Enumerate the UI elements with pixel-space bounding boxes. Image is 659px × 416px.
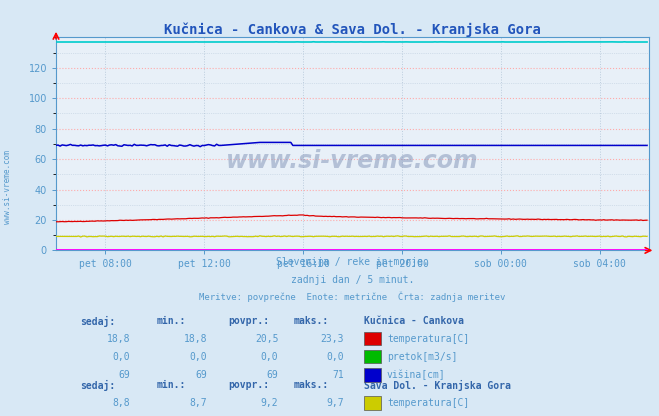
Text: Slovenija / reke in morje.: Slovenija / reke in morje. xyxy=(276,257,429,267)
Text: min.:: min.: xyxy=(157,316,186,326)
Text: 23,3: 23,3 xyxy=(320,334,344,344)
Text: min.:: min.: xyxy=(157,380,186,390)
Text: 69: 69 xyxy=(267,370,279,380)
Text: povpr.:: povpr.: xyxy=(228,380,269,390)
Text: Kučnica - Cankova: Kučnica - Cankova xyxy=(364,316,465,326)
Text: maks.:: maks.: xyxy=(293,316,328,326)
Text: 9,2: 9,2 xyxy=(261,399,279,409)
Text: zadnji dan / 5 minut.: zadnji dan / 5 minut. xyxy=(291,275,415,285)
FancyBboxPatch shape xyxy=(364,414,381,416)
Text: 20,5: 20,5 xyxy=(255,334,279,344)
FancyBboxPatch shape xyxy=(364,396,381,410)
Text: pretok[m3/s]: pretok[m3/s] xyxy=(387,352,457,362)
Text: 69: 69 xyxy=(119,370,130,380)
Text: temperatura[C]: temperatura[C] xyxy=(387,399,469,409)
Text: 18,8: 18,8 xyxy=(107,334,130,344)
FancyBboxPatch shape xyxy=(364,350,381,364)
Text: temperatura[C]: temperatura[C] xyxy=(387,334,469,344)
FancyBboxPatch shape xyxy=(364,368,381,381)
Text: sedaj:: sedaj: xyxy=(80,316,115,327)
Text: www.si-vreme.com: www.si-vreme.com xyxy=(226,149,479,173)
Text: višina[cm]: višina[cm] xyxy=(387,370,445,381)
Text: 69: 69 xyxy=(196,370,207,380)
Text: 71: 71 xyxy=(332,370,344,380)
Text: maks.:: maks.: xyxy=(293,380,328,390)
FancyBboxPatch shape xyxy=(364,332,381,345)
Text: 9,7: 9,7 xyxy=(326,399,344,409)
Text: povpr.:: povpr.: xyxy=(228,316,269,326)
Text: Sava Dol. - Kranjska Gora: Sava Dol. - Kranjska Gora xyxy=(364,380,511,391)
Text: www.si-vreme.com: www.si-vreme.com xyxy=(3,150,13,224)
Text: 0,0: 0,0 xyxy=(190,352,207,362)
Text: Meritve: povprečne  Enote: metrične  Črta: zadnja meritev: Meritve: povprečne Enote: metrične Črta:… xyxy=(200,292,505,302)
Text: 0,0: 0,0 xyxy=(113,352,130,362)
Text: 8,7: 8,7 xyxy=(190,399,207,409)
Text: sedaj:: sedaj: xyxy=(80,380,115,391)
Text: 0,0: 0,0 xyxy=(326,352,344,362)
Text: 0,0: 0,0 xyxy=(261,352,279,362)
Text: Kučnica - Cankova & Sava Dol. - Kranjska Gora: Kučnica - Cankova & Sava Dol. - Kranjska… xyxy=(164,23,541,37)
Text: 18,8: 18,8 xyxy=(184,334,207,344)
Text: 8,8: 8,8 xyxy=(113,399,130,409)
